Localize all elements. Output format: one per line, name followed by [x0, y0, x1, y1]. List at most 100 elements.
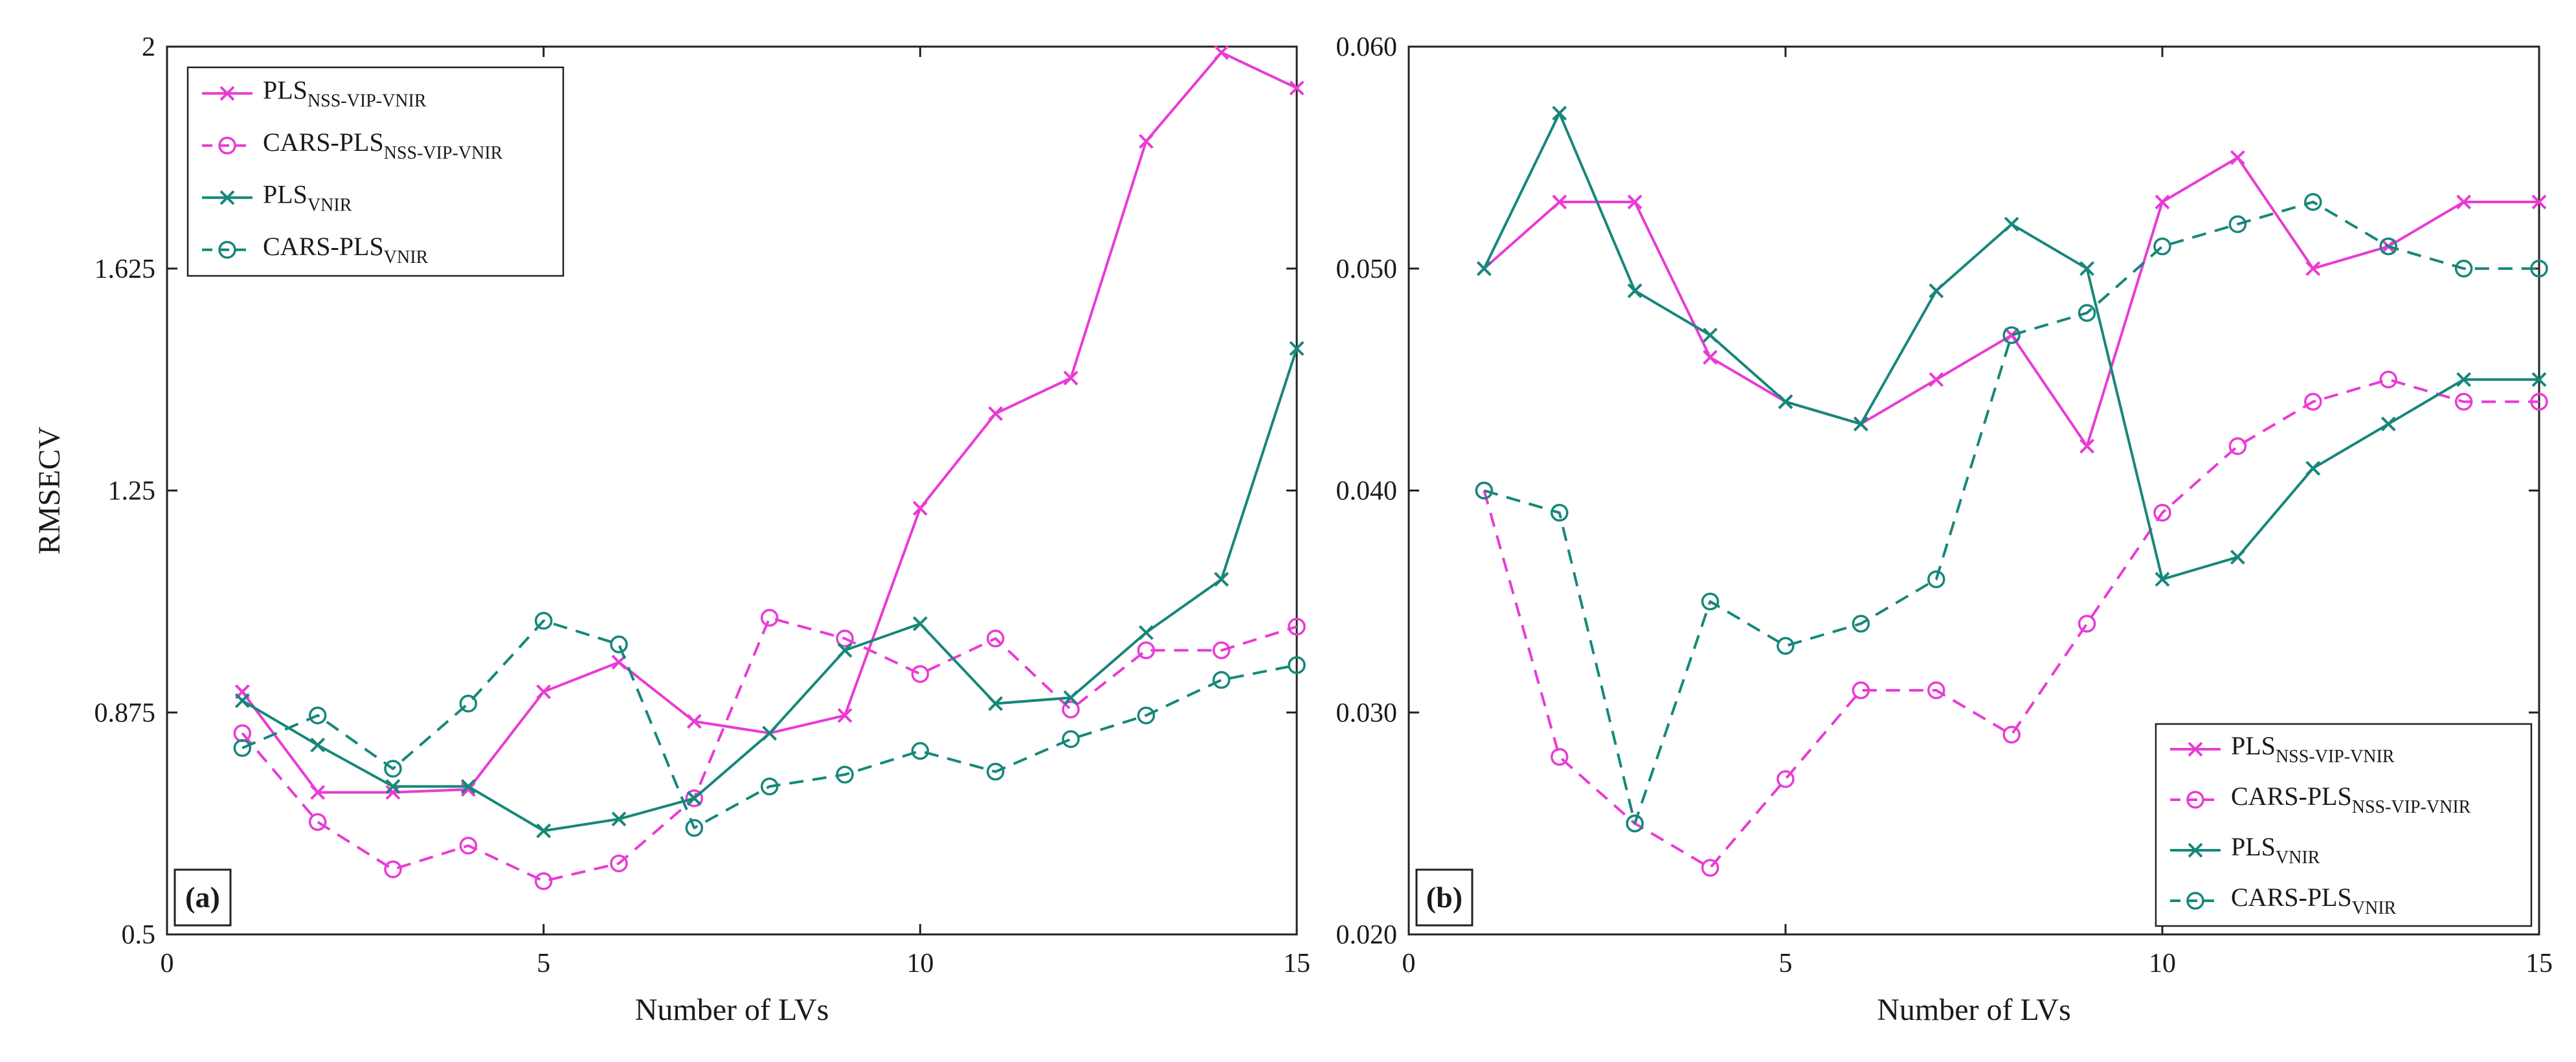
- data-point: [1627, 283, 1642, 299]
- data-point: [912, 616, 928, 631]
- data-point: [2456, 372, 2472, 387]
- y-axis-label: RMSECV: [32, 426, 67, 554]
- data-point: [534, 611, 553, 630]
- data-point: [2456, 194, 2472, 210]
- data-point: [1703, 350, 1718, 365]
- panel-a: 0 5 10 15 0.5 0.875 1.25 1.625 2 Number of LVs RMS…: [32, 32, 1310, 1027]
- legend-label-main: CARS-PLS: [2231, 883, 2352, 912]
- panel-tag: (b): [1426, 881, 1462, 914]
- series-line: [241, 619, 1297, 830]
- marker-stroke: [2188, 842, 2203, 858]
- data-point: [1138, 133, 1154, 149]
- y-tick-label: 0.050: [1336, 254, 1398, 284]
- data-point: [760, 777, 779, 796]
- data-point: [1929, 372, 1944, 387]
- marker-stroke: [988, 406, 1003, 422]
- series-line: [241, 348, 1298, 832]
- data-point: [986, 762, 1005, 781]
- marker-stroke: [1627, 194, 1642, 210]
- legend-label-main: CARS-PLS: [263, 128, 384, 157]
- marker-stroke: [762, 725, 778, 741]
- series-2: [234, 341, 1305, 839]
- x-tick-label: 5: [1779, 949, 1793, 978]
- data-point: [1551, 748, 1569, 766]
- y-tick-label: 0.040: [1336, 477, 1398, 506]
- data-point: [2002, 326, 2021, 345]
- data-point: [385, 785, 401, 800]
- data-point: [1289, 341, 1305, 356]
- data-point: [1475, 481, 1494, 500]
- legend-marker: [219, 190, 235, 205]
- marker-stroke: [385, 779, 401, 794]
- legend-label: CARS-PLSNSS-VIP-VNIR: [2231, 782, 2471, 817]
- data-point: [2230, 549, 2245, 565]
- data-point: [610, 635, 628, 653]
- marker-stroke: [2004, 216, 2019, 232]
- data-point: [1288, 617, 1306, 636]
- data-point: [988, 406, 1003, 422]
- data-point: [1626, 814, 1644, 833]
- marker-stroke: [310, 738, 326, 752]
- data-point: [2155, 572, 2170, 587]
- data-point: [2004, 216, 2019, 232]
- x-tick-label: 5: [537, 949, 550, 978]
- series-1: [1475, 370, 2548, 877]
- data-point: [685, 789, 704, 808]
- marker-stroke: [1778, 394, 1793, 409]
- series-0: [1476, 150, 2547, 454]
- legend-label-subscript: NSS-VIP-VNIR: [2352, 797, 2471, 817]
- data-point: [2531, 194, 2547, 210]
- data-point: [1214, 572, 1229, 587]
- data-point: [459, 694, 478, 713]
- marker-stroke: [1063, 370, 1079, 386]
- legend-label-subscript: NSS-VIP-VNIR: [384, 143, 503, 163]
- series-3: [1475, 193, 2548, 833]
- marker-stroke: [2305, 460, 2321, 476]
- legend-marker: [2188, 842, 2203, 858]
- data-point: [1062, 700, 1080, 719]
- legend-label-subscript: VNIR: [308, 195, 352, 215]
- marker-stroke: [1476, 261, 1492, 277]
- marker-stroke: [1289, 80, 1305, 96]
- legend-label-subscript: VNIR: [2276, 848, 2320, 868]
- data-point: [2454, 392, 2473, 411]
- marker-stroke: [1929, 372, 1944, 387]
- series-line: [241, 616, 1297, 883]
- legend-box: [186, 66, 565, 277]
- marker-stroke: [460, 782, 476, 797]
- x-tick-label: 10: [906, 949, 934, 978]
- marker-stroke: [988, 696, 1003, 711]
- data-point: [2078, 615, 2096, 633]
- marker-stroke: [686, 791, 702, 806]
- data-point: [1927, 570, 1945, 589]
- data-point: [1476, 261, 1492, 277]
- legend-box: [2155, 723, 2533, 927]
- data-point: [1927, 681, 1945, 699]
- data-point: [1212, 671, 1231, 689]
- data-point: [460, 779, 476, 794]
- legend-label-main: CARS-PLS: [2231, 782, 2352, 811]
- legend-label-subscript: VNIR: [384, 247, 429, 267]
- legend-label-subscript: VNIR: [2352, 898, 2397, 918]
- marker-stroke: [2531, 194, 2547, 210]
- marker-stroke: [2079, 261, 2095, 277]
- marker-stroke: [2456, 194, 2472, 210]
- x-axis-label: Number of LVs: [1877, 993, 2071, 1027]
- data-point: [2079, 261, 2095, 277]
- marker-stroke: [837, 708, 853, 723]
- data-point: [611, 811, 627, 827]
- legend-label: PLSVNIR: [263, 179, 352, 215]
- data-point: [2530, 392, 2548, 411]
- marker-stroke: [2155, 194, 2170, 210]
- series-2: [1476, 106, 2547, 587]
- data-point: [2155, 194, 2170, 210]
- data-point: [837, 708, 853, 723]
- legend-label: CARS-PLSNSS-VIP-VNIR: [263, 128, 503, 163]
- marker-stroke: [1703, 350, 1718, 365]
- series-1: [233, 609, 1306, 890]
- legend-label-subscript: NSS-VIP-VNIR: [308, 91, 427, 111]
- data-point: [1214, 45, 1229, 60]
- data-point: [911, 665, 930, 683]
- data-point: [534, 872, 553, 890]
